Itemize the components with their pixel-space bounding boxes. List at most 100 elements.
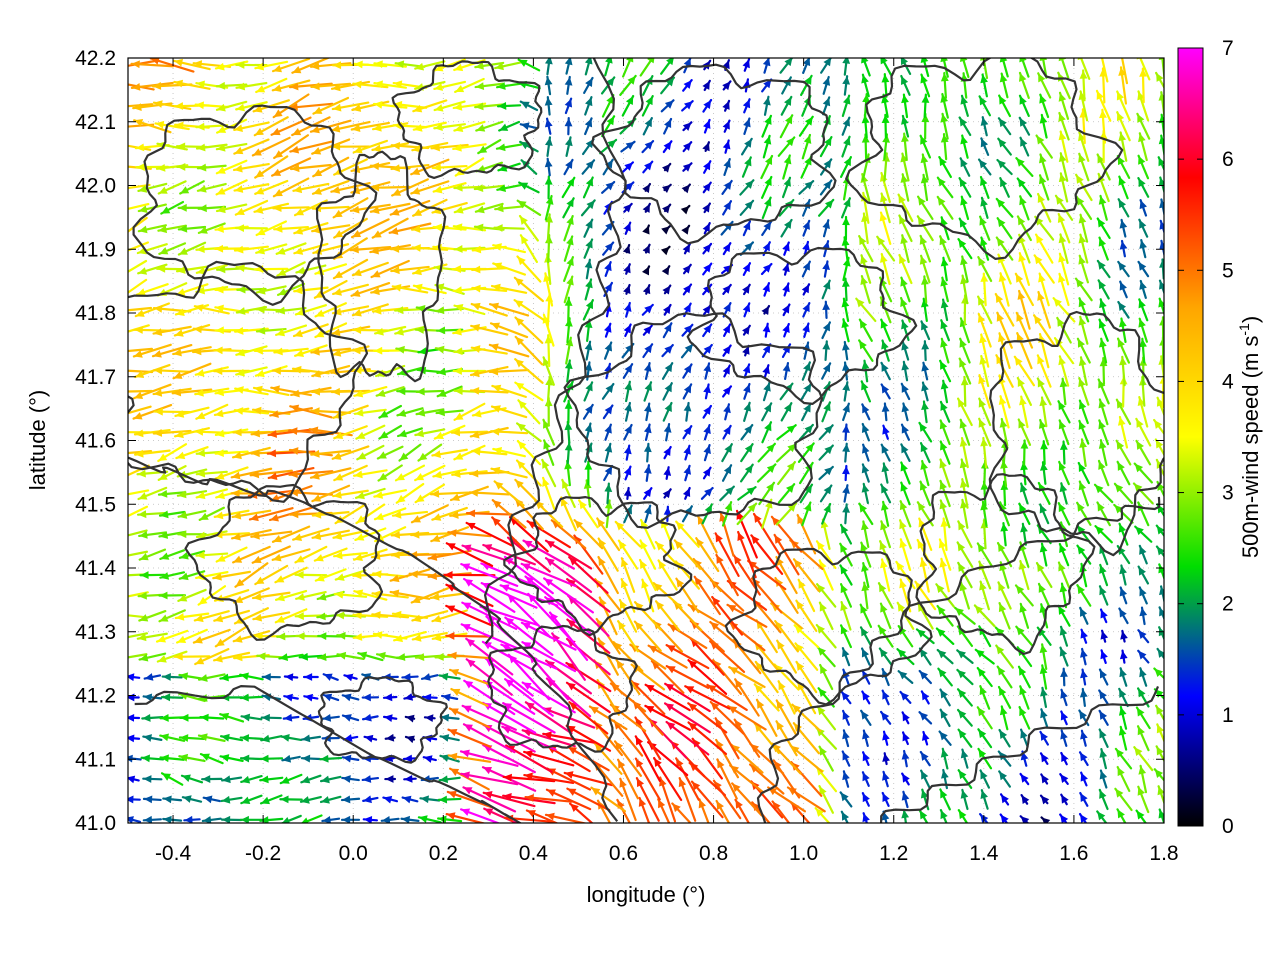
wind-vector — [518, 214, 539, 242]
wind-vector — [980, 789, 989, 810]
wind-vector — [361, 775, 380, 783]
wind-vector — [313, 279, 348, 299]
wind-vector — [311, 484, 351, 503]
wind-vector — [918, 711, 933, 725]
wind-vector — [978, 397, 992, 427]
wind-vector — [195, 551, 229, 560]
wind-vector — [960, 748, 969, 769]
wind-vector — [682, 121, 693, 132]
wind-vector — [817, 198, 835, 217]
wind-vector — [582, 403, 594, 420]
wind-vector — [842, 770, 850, 788]
wind-vector — [819, 179, 833, 196]
wind-vector — [601, 93, 615, 118]
wind-vector — [1153, 768, 1164, 782]
wind-vector — [775, 699, 798, 737]
wind-vector — [721, 443, 733, 463]
wind-vector — [757, 442, 776, 463]
wind-vector — [362, 795, 379, 804]
wind-vector — [451, 470, 488, 478]
wind-vector — [858, 339, 874, 362]
wind-vector — [1037, 290, 1052, 329]
wind-vector — [291, 58, 331, 74]
wind-vector — [215, 142, 248, 152]
wind-vector — [678, 777, 697, 822]
wind-vector — [1078, 751, 1089, 767]
wind-vector — [361, 693, 380, 702]
wind-vector — [1155, 71, 1164, 90]
wind-vector — [760, 262, 773, 276]
wind-vector — [1058, 172, 1069, 203]
wind-vector — [781, 76, 792, 95]
wind-vector — [1078, 709, 1090, 727]
wind-vector — [395, 653, 425, 661]
wind-vector — [703, 383, 711, 400]
wind-vector — [235, 101, 268, 112]
wind-vector — [588, 705, 628, 731]
wind-vector — [960, 195, 970, 221]
wind-vector — [300, 734, 322, 743]
wind-vector — [802, 58, 811, 75]
wind-vector — [430, 143, 469, 152]
wind-vector — [979, 236, 990, 261]
wind-vector — [596, 517, 621, 552]
wind-vector — [583, 218, 594, 238]
y-tick-label: 41.5 — [75, 493, 116, 516]
terrain-contour — [503, 496, 693, 637]
wind-vector — [999, 793, 1010, 806]
wind-vector — [684, 685, 731, 710]
wind-vector — [776, 424, 797, 441]
wind-vector — [959, 157, 971, 177]
wind-vector — [1159, 219, 1164, 235]
wind-vector — [1016, 376, 1032, 406]
wind-vector — [644, 704, 691, 731]
wind-vector — [957, 238, 973, 260]
x-tick-label: 1.8 — [1149, 842, 1178, 865]
wind-vector — [1118, 705, 1128, 730]
wind-vector — [128, 489, 150, 496]
wind-vector — [1076, 584, 1092, 607]
wind-vector — [312, 96, 350, 115]
wind-vector — [194, 648, 230, 666]
wind-vector — [602, 404, 614, 420]
wind-vector — [1076, 501, 1092, 526]
wind-vector — [1158, 91, 1164, 121]
wind-vector — [438, 672, 461, 681]
wind-vector — [275, 306, 307, 315]
wind-vector — [920, 173, 929, 202]
wind-vector — [566, 787, 611, 812]
wind-vector — [288, 470, 334, 479]
wind-vector — [663, 505, 672, 523]
wind-vector — [800, 382, 813, 401]
wind-vector — [128, 278, 148, 294]
wind-vector — [449, 767, 490, 791]
y-axis-label: latitude (°) — [25, 390, 50, 491]
wind-vector — [939, 400, 951, 423]
wind-vector — [390, 530, 430, 539]
wind-vector — [390, 265, 430, 275]
wind-vector — [491, 384, 527, 398]
wind-vector — [919, 557, 930, 593]
wind-vector — [235, 81, 268, 91]
wind-vector — [128, 591, 149, 598]
wind-vector — [777, 680, 796, 715]
wind-vector — [680, 204, 691, 215]
wind-vector — [681, 224, 691, 235]
wind-vector — [310, 407, 352, 416]
wind-vector — [378, 404, 402, 419]
wind-vector — [959, 436, 969, 469]
wind-vector — [1080, 729, 1088, 747]
wind-vector — [736, 502, 758, 526]
wind-vector — [1076, 337, 1091, 364]
wind-vector — [842, 381, 851, 402]
terrain-contour — [880, 685, 1160, 823]
wind-vector — [641, 140, 655, 154]
wind-vector — [319, 754, 343, 763]
wind-vector — [842, 503, 850, 525]
wind-vector — [900, 173, 910, 202]
wind-vector — [173, 652, 211, 661]
wind-vector — [1078, 297, 1090, 323]
wind-vector — [250, 429, 293, 438]
wind-vector — [859, 626, 872, 647]
wind-vector — [220, 815, 243, 823]
